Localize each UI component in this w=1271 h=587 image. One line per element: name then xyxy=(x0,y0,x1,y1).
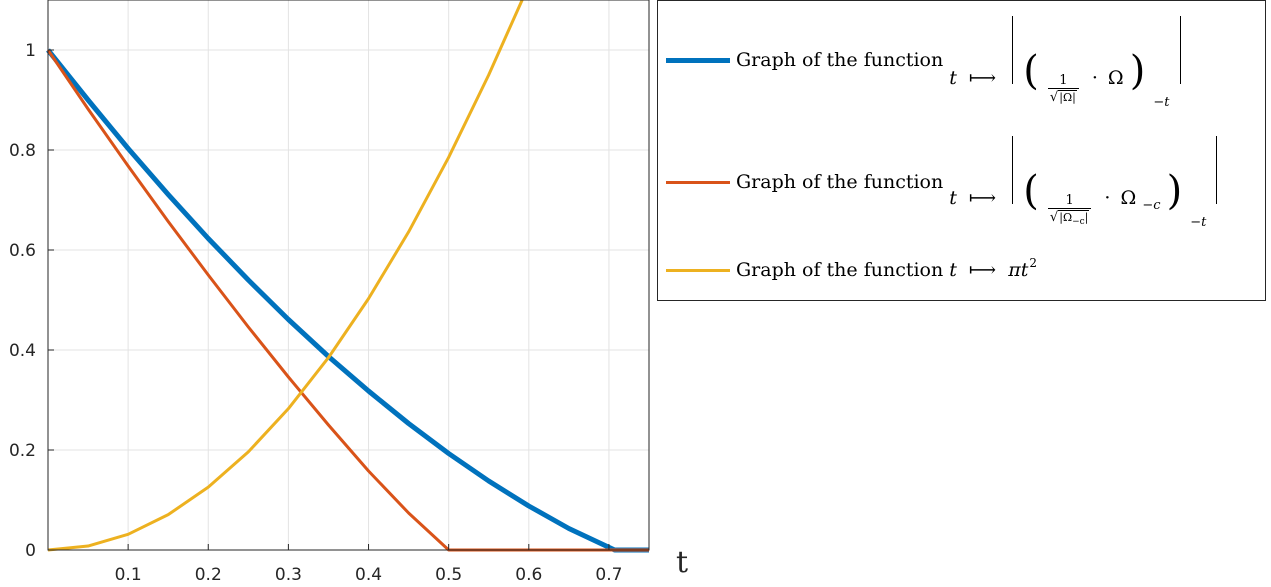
legend-label-series-2: Graph of the function t ⟼ ( 1 √ |Ω−c| · Ω… xyxy=(736,136,1221,231)
legend-prefix-2: Graph of the function xyxy=(736,171,944,193)
x-tick-label: 0.5 xyxy=(435,565,462,585)
fraction-numerator-2: 1 xyxy=(1065,193,1074,209)
x-axis-label: t xyxy=(676,545,688,580)
series-line-3 xyxy=(47,0,524,552)
legend-var-2: t xyxy=(949,187,957,210)
x-tick-label: 0.7 xyxy=(595,565,622,585)
fraction-numerator-1: 1 xyxy=(1059,72,1068,88)
dot-1: · xyxy=(1091,66,1098,89)
legend-label-series-1: Graph of the function t ⟼ ( 1 √ |Ω| · Ω )… xyxy=(736,15,1185,110)
legend-math-3: t ⟼ πt2 xyxy=(949,256,1037,281)
x-tick-label: 0.4 xyxy=(355,565,382,585)
subscript-t-2: −t xyxy=(1190,215,1207,231)
legend-entry-series-1: Graph of the function t ⟼ ( 1 √ |Ω| · Ω )… xyxy=(666,15,1185,110)
y-tick-label: 0.8 xyxy=(9,141,36,161)
legend-maps-to-2: ⟼ xyxy=(968,187,997,210)
y-tick-label: 0.4 xyxy=(9,341,36,361)
omega-1: Ω xyxy=(1107,66,1124,89)
y-tick-labels: 0 0.2 0.4 0.6 0.8 1 xyxy=(9,41,36,561)
y-tick-label: 0 xyxy=(25,541,36,561)
series-line-1 xyxy=(46,48,649,553)
legend-swatch-series-3 xyxy=(666,268,730,272)
paren-left-2: ( xyxy=(1023,168,1039,215)
legend-math-1: t ⟼ ( 1 √ |Ω| · Ω ) −t xyxy=(949,15,1184,110)
abs-bar-left-2 xyxy=(1012,136,1014,205)
legend-var-1: t xyxy=(949,66,957,89)
legend-entry-series-2: Graph of the function t ⟼ ( 1 √ |Ω−c| · Ω… xyxy=(666,136,1221,230)
paren-left-1: ( xyxy=(1023,47,1039,94)
subscript-t-1: −t xyxy=(1153,94,1170,110)
x-tick-label: 0.3 xyxy=(275,565,302,585)
radicand-sub-c-2: −c xyxy=(1072,217,1085,228)
legend-label-series-3: Graph of the function t ⟼ πt2 xyxy=(736,256,1037,281)
radicand-omega-1: Ω xyxy=(1062,90,1073,104)
legend-prefix-3: Graph of the function xyxy=(736,259,944,281)
y-tick-label: 0.2 xyxy=(9,441,36,461)
x-tick-label: 0.2 xyxy=(195,565,222,585)
legend-entry-series-3: Graph of the function t ⟼ πt2 xyxy=(666,249,1037,291)
y-tick-label: 1 xyxy=(25,41,36,61)
series-line-2 xyxy=(46,49,649,552)
legend-swatch-series-1 xyxy=(666,57,730,63)
tick-marks xyxy=(48,49,610,551)
x-tick-label: 0.1 xyxy=(115,565,142,585)
legend: Graph of the function t ⟼ ( 1 √ |Ω| · Ω )… xyxy=(657,0,1266,301)
legend-swatch-series-2 xyxy=(666,180,730,184)
legend-var-3: t xyxy=(949,259,957,281)
series-lines xyxy=(46,0,649,553)
legend-prefix-1: Graph of the function xyxy=(736,49,944,71)
x-tick-label: 0.6 xyxy=(515,565,542,585)
x-tick-labels: 0.1 0.2 0.3 0.4 0.5 0.6 0.7 xyxy=(115,565,623,585)
fraction-denominator-2: √ |Ω−c| xyxy=(1047,208,1092,228)
fraction-denominator-1: √ |Ω| xyxy=(1047,87,1079,105)
dot-2: · xyxy=(1104,187,1111,210)
subscript-c-2: −c xyxy=(1142,198,1161,214)
abs-bar-right-2 xyxy=(1216,136,1218,205)
grid-lines xyxy=(48,0,649,551)
abs-bar-right-1 xyxy=(1179,15,1181,84)
omega-2: Ω xyxy=(1120,187,1137,210)
fraction-1: 1 √ |Ω| xyxy=(1047,72,1079,105)
paren-right-1: ) xyxy=(1129,47,1146,94)
abs-bar-left-1 xyxy=(1012,15,1014,84)
legend-maps-to-3: ⟼ xyxy=(968,259,997,281)
legend-maps-to-1: ⟼ xyxy=(968,66,997,89)
legend-math-2: t ⟼ ( 1 √ |Ω−c| · Ω −c ) −t xyxy=(949,136,1221,231)
fraction-2: 1 √ |Ω−c| xyxy=(1047,193,1092,228)
paren-right-2: ) xyxy=(1166,168,1183,215)
legend-pi-t-3: πt xyxy=(1008,259,1029,281)
radicand-omega-2: Ω xyxy=(1062,211,1073,225)
y-tick-label: 0.6 xyxy=(9,241,36,261)
legend-superscript-3: 2 xyxy=(1029,256,1037,270)
axes-frame xyxy=(47,0,650,551)
